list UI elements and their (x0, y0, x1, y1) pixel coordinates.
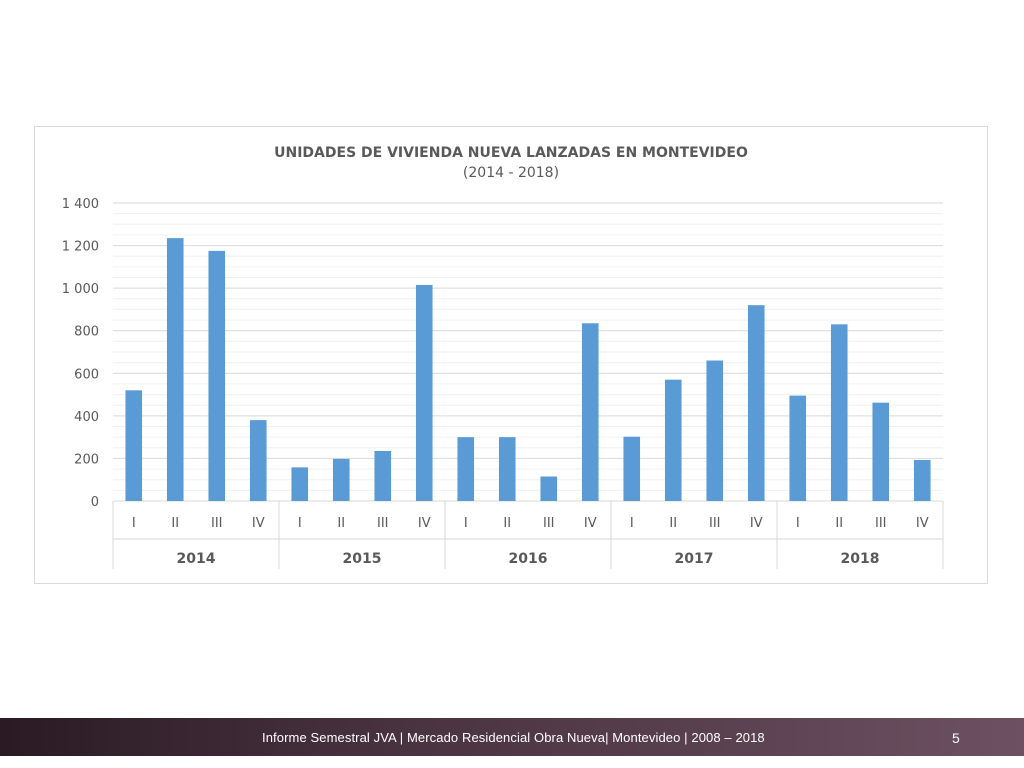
x-category-label: I (796, 516, 800, 531)
bar (457, 437, 475, 501)
bar (872, 402, 890, 501)
x-category-label: III (875, 516, 887, 531)
x-category-label: IV (750, 516, 763, 531)
bar (166, 238, 184, 501)
x-category-label: IV (584, 516, 597, 531)
chart-frame: UNIDADES DE VIVIENDA NUEVA LANZADAS EN M… (34, 126, 988, 584)
footer-bar: Informe Semestral JVA | Mercado Residenc… (0, 718, 1024, 756)
bar (291, 467, 309, 501)
bar (374, 450, 392, 501)
page-number: 5 (952, 730, 960, 746)
bar (415, 284, 433, 501)
x-group-label: 2016 (509, 551, 548, 567)
x-group-label: 2015 (343, 551, 382, 567)
x-category-label: II (503, 516, 511, 531)
y-tick-label: 1 400 (62, 197, 99, 212)
y-tick-label: 800 (74, 325, 99, 340)
bar (332, 458, 350, 501)
bar (125, 390, 143, 501)
x-category-label: I (132, 516, 136, 531)
footer-text: Informe Semestral JVA | Mercado Residenc… (262, 730, 765, 745)
bar (249, 420, 267, 501)
bar (540, 476, 558, 501)
x-category-label: III (709, 516, 721, 531)
bar (623, 436, 641, 501)
x-group-label: 2017 (675, 551, 714, 567)
x-category-label: II (835, 516, 843, 531)
y-tick-label: 400 (74, 410, 99, 425)
x-category-label: III (543, 516, 555, 531)
x-category-label: I (630, 516, 634, 531)
bar (208, 250, 226, 501)
x-category-label: IV (418, 516, 431, 531)
bar (830, 324, 848, 501)
bar (789, 395, 807, 501)
chart-title: UNIDADES DE VIVIENDA NUEVA LANZADAS EN M… (274, 145, 748, 161)
x-category-label: I (298, 516, 302, 531)
x-category-label: II (337, 516, 345, 531)
x-group-label: 2018 (841, 551, 880, 567)
x-category-label: II (171, 516, 179, 531)
x-category-label: I (464, 516, 468, 531)
bar (664, 379, 682, 501)
x-category-label: IV (252, 516, 265, 531)
x-category-label: III (211, 516, 223, 531)
bar (747, 305, 765, 501)
y-tick-label: 1 000 (62, 282, 99, 297)
bar (581, 323, 599, 501)
y-tick-label: 1 200 (62, 240, 99, 255)
x-category-label: II (669, 516, 677, 531)
bar (498, 437, 516, 501)
y-tick-label: 600 (74, 367, 99, 382)
y-tick-label: 0 (91, 495, 99, 510)
y-tick-label: 200 (74, 452, 99, 467)
bar (913, 459, 931, 501)
bar (706, 360, 724, 501)
x-group-label: 2014 (177, 551, 216, 567)
x-category-label: III (377, 516, 389, 531)
x-category-label: IV (916, 516, 929, 531)
chart-subtitle: (2014 - 2018) (462, 165, 560, 181)
